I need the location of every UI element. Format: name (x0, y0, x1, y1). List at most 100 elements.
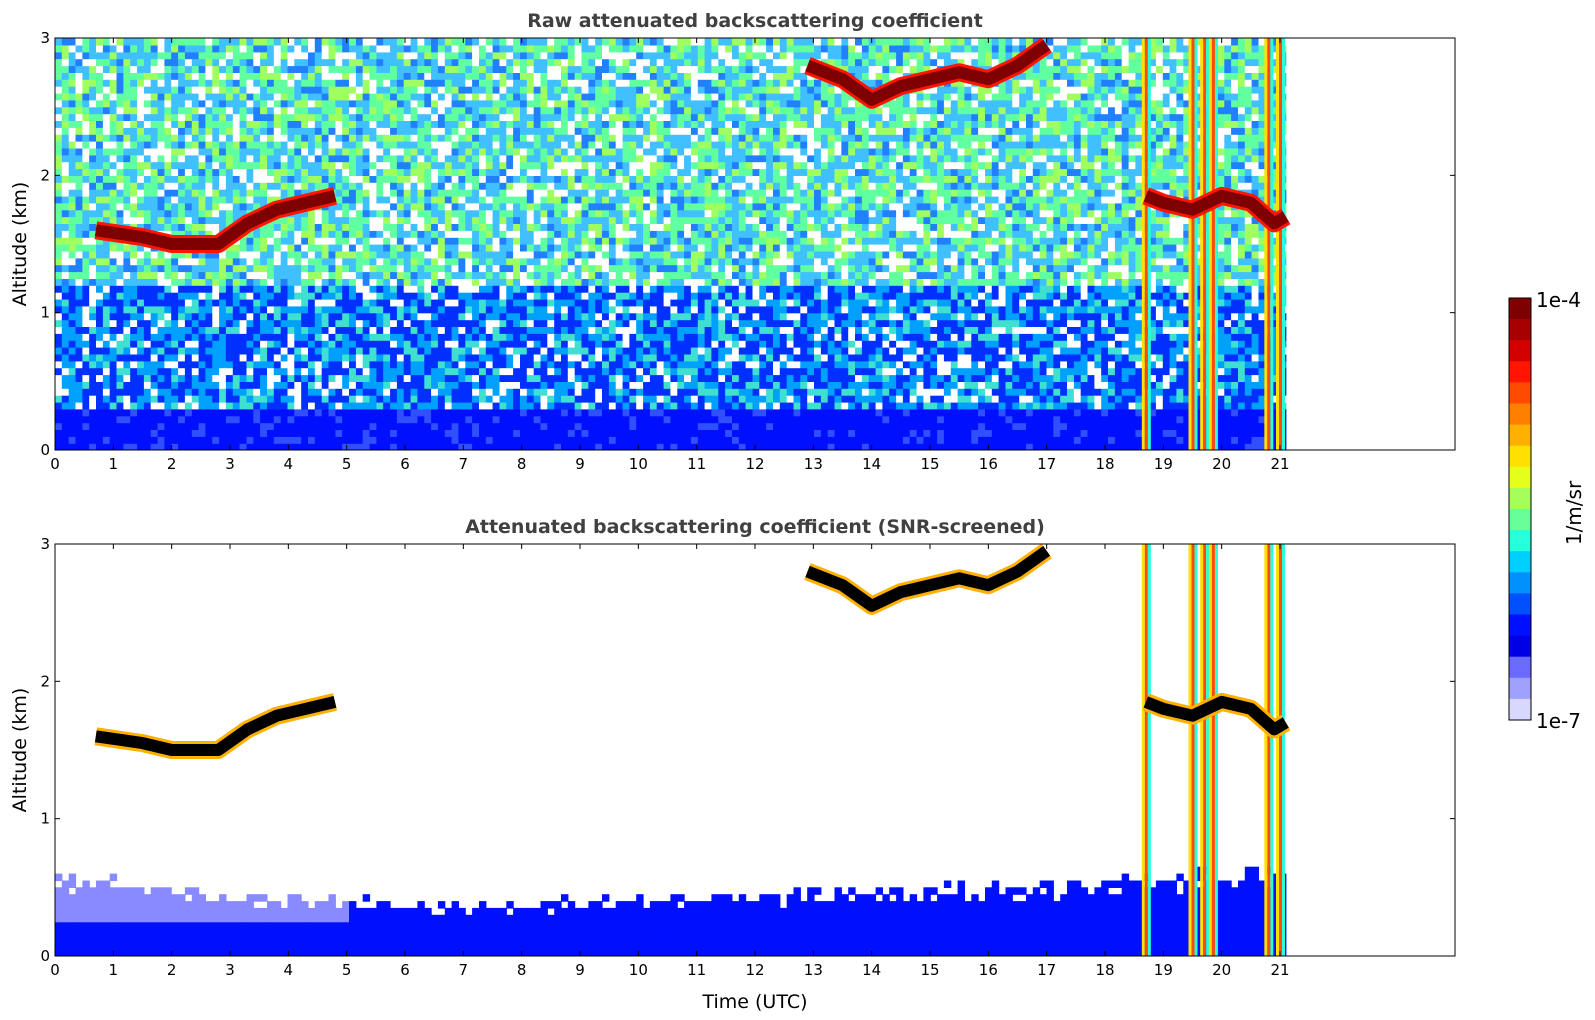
heatmap-cell (410, 202, 418, 211)
heatmap-cell (123, 134, 131, 142)
heatmap-cell (123, 195, 131, 204)
heatmap-cell (171, 209, 179, 218)
heatmap-cell (328, 271, 336, 279)
heatmap-cell (273, 395, 282, 403)
heatmap-cell (280, 106, 289, 115)
heatmap-cell (294, 51, 302, 60)
heatmap-cell (280, 51, 289, 60)
heatmap-cell (171, 353, 179, 362)
heatmap-cell (225, 257, 234, 266)
heatmap-cell (342, 298, 350, 307)
heatmap-cell (219, 161, 227, 170)
heatmap-cell (68, 134, 77, 142)
heatmap-cell (424, 99, 432, 108)
heatmap-cell (335, 141, 343, 149)
heatmap-cell (89, 401, 97, 410)
heatmap-cell (335, 415, 343, 424)
heatmap-cell (253, 333, 261, 341)
heatmap-cell (588, 230, 596, 238)
heatmap-cell (355, 401, 364, 410)
heatmap-cell (260, 92, 268, 101)
heatmap-cell (513, 44, 521, 53)
heatmap-cell (61, 381, 70, 389)
heatmap-cell (116, 65, 124, 73)
heatmap-cell (574, 312, 583, 321)
heatmap-cell (96, 436, 104, 444)
heatmap-cell (526, 347, 535, 355)
heatmap-cell (267, 347, 275, 355)
heatmap-cell (588, 388, 596, 396)
heatmap-cell (437, 189, 446, 197)
heatmap-cell (355, 79, 364, 87)
heatmap-cell (390, 72, 398, 80)
heatmap-cell (513, 72, 521, 80)
heatmap-cell (533, 264, 542, 273)
heatmap-cell (109, 86, 118, 94)
heatmap-cell (451, 305, 459, 314)
heatmap-cell (82, 381, 90, 389)
heatmap-cell (506, 264, 514, 273)
heatmap-cell (239, 65, 247, 73)
heatmap-cell (513, 175, 521, 183)
heatmap-cell (458, 395, 466, 403)
heatmap-cell (280, 298, 289, 307)
heatmap-cell (547, 285, 555, 293)
heatmap-cell (349, 415, 357, 424)
heatmap-cell (314, 113, 323, 121)
heatmap-cell (458, 44, 466, 53)
heatmap-cell (458, 161, 466, 170)
heatmap-cell (184, 374, 193, 382)
heatmap-cell (314, 175, 323, 183)
heatmap-cell (451, 298, 459, 307)
heatmap-cell (246, 120, 254, 128)
heatmap-cell (417, 408, 425, 417)
heatmap-cell (328, 51, 336, 60)
heatmap-cell (171, 367, 179, 376)
heatmap-cell (287, 340, 295, 348)
heatmap-cell (417, 401, 425, 410)
heatmap-cell (225, 388, 234, 396)
heatmap-cell (608, 298, 617, 307)
heatmap-cell (485, 120, 494, 128)
heatmap-cell (308, 175, 316, 183)
heatmap-cell (383, 443, 391, 450)
heatmap-cell (116, 443, 124, 450)
heatmap-cell (273, 44, 282, 53)
heatmap-cell (458, 292, 466, 300)
heatmap-cell (376, 408, 384, 417)
heatmap-cell (608, 381, 617, 389)
heatmap-cell (96, 305, 104, 314)
heatmap-cell (513, 360, 521, 369)
heatmap-cell (225, 250, 234, 259)
heatmap-cell (451, 209, 459, 218)
heatmap-cell (157, 79, 165, 87)
heatmap-cell (431, 230, 439, 238)
heatmap-cell (143, 278, 152, 286)
heatmap-cell (335, 223, 343, 231)
heatmap-cell (554, 65, 562, 73)
heatmap-cell (485, 86, 494, 94)
heatmap-cell (506, 189, 514, 197)
heatmap-cell (96, 422, 104, 430)
heatmap-cell (547, 250, 555, 259)
heatmap-cell (376, 312, 384, 321)
heatmap-cell (342, 264, 350, 273)
heatmap-cell (225, 120, 234, 128)
heatmap-cell (581, 92, 589, 101)
heatmap-cell (574, 202, 583, 211)
heatmap-cell (451, 86, 459, 94)
heatmap-cell (150, 134, 159, 142)
heatmap-cell (280, 257, 289, 266)
heatmap-cell (410, 278, 418, 286)
heatmap-cell (239, 175, 247, 183)
heatmap-cell (260, 38, 268, 46)
heatmap-cell (61, 175, 70, 183)
heatmap-cell (212, 319, 220, 327)
heatmap-cell (198, 223, 206, 231)
heatmap-cell (335, 58, 343, 67)
heatmap-cell (335, 278, 343, 286)
heatmap-cell (458, 141, 466, 149)
heatmap-cell (465, 237, 473, 245)
heatmap-cell (581, 141, 589, 149)
heatmap-cell (239, 319, 247, 327)
